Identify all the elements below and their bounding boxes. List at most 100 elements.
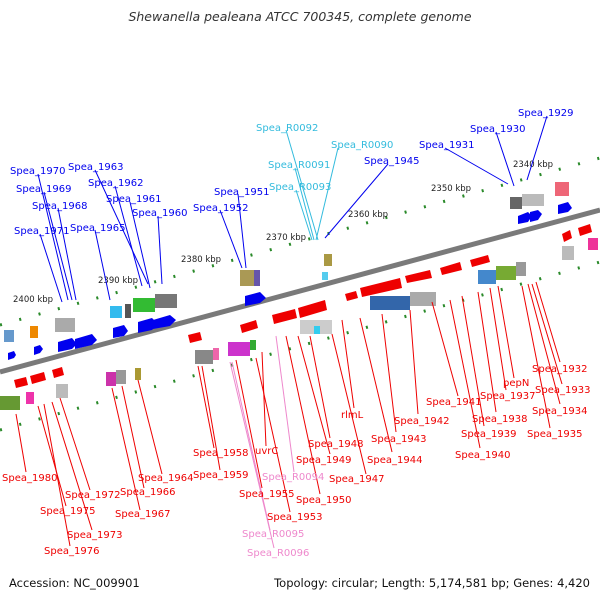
gene-label: Spea_1959 [193,470,248,481]
feature-block [228,342,250,356]
feature-blocks [0,182,598,410]
feature-block [110,306,122,318]
gene-label: Spea_1941 [426,397,481,408]
gene-label: Spea_1963 [68,162,123,173]
gene-label: Spea_1937 [480,391,535,402]
feature-block [4,330,14,342]
scale-label: 2350 kbp [431,184,471,194]
gene-arrow [245,292,266,306]
gene-arrow [530,210,542,222]
feature-block [135,368,141,380]
feature-block [254,270,260,286]
gene-label: Spea_1935 [527,429,582,440]
gene-label: Spea_1973 [67,530,122,541]
gene-label: Spea_1944 [367,455,422,466]
scale-label: 2360 kbp [348,210,388,220]
gene-label: Spea_1961 [106,194,161,205]
gene-arrow [578,224,592,236]
gene-label: Spea_1948 [308,439,363,450]
gene-arrow [360,278,402,297]
gene-arrow [30,372,46,384]
gene-label: Spea_1932 [532,364,587,375]
feature-block [522,194,544,206]
scale-label: 2400 kbp [13,295,53,305]
gene-arrow [34,345,43,355]
feature-block [478,270,496,284]
gene-label: Spea_1969 [16,184,71,195]
scale-label: 2390 kbp [98,276,138,286]
gene-arrow [345,291,358,301]
gene-arrow [240,320,258,333]
feature-block [116,370,126,384]
gene-arrow [298,300,327,318]
feature-block [510,197,522,209]
gene-label: Spea_1938 [472,414,527,425]
feature-block [250,340,256,350]
feature-block [195,350,213,364]
feature-block [240,270,254,286]
feature-block [370,296,410,310]
feature-block [562,246,574,260]
gene-arrow [470,255,490,267]
feature-block [410,292,436,306]
feature-block [322,272,328,280]
feature-block [26,392,34,404]
gene-label: Spea_1933 [535,385,590,396]
gene-arrow [518,212,532,224]
feature-block [213,348,219,360]
feature-block [133,298,155,312]
gene-label: Spea_1947 [329,474,384,485]
gene-label: Spea_R0091 [268,160,330,171]
feature-block [30,326,38,338]
feature-block [106,372,116,386]
gene-label: pepN [503,378,529,389]
scale-label: 2380 kbp [181,255,221,265]
gene-label: Spea_1971 [14,226,69,237]
gene-label: Spea_1975 [40,506,95,517]
gene-label: Spea_1965 [70,223,125,234]
map-title: Shewanella pealeana ATCC 700345, complet… [128,9,472,24]
gene-label: Spea_1930 [470,124,525,135]
accession-text: Accession: NC_009901 [9,576,140,590]
gene-arrow [138,318,158,333]
feature-block [588,238,598,250]
gene-arrow [14,377,28,388]
gene-label: Spea_R0093 [269,182,331,193]
gene-label: Spea_1964 [138,473,193,484]
gene-label: rlmL [341,410,364,421]
feature-block [56,384,68,398]
gene-label: Spea_1931 [419,140,474,151]
gene-arrow [562,230,572,242]
gene-label: uvrC [255,446,278,457]
reverse-genes [14,224,592,388]
gene-label: Spea_1960 [132,208,187,219]
gene-arrow [75,334,97,349]
gene-arrow [405,270,432,283]
gene-label: Spea_1943 [371,434,426,445]
gene-arrow [113,325,128,338]
gene-label: Spea_1962 [88,178,143,189]
feature-block [125,304,131,318]
gene-arrow [188,332,202,343]
top-gene-labels: Spea_1929 Spea_1930 Spea_1931 Spea_R0092… [10,108,573,237]
feature-block [314,326,320,334]
gene-label: Spea_R0095 [242,529,304,540]
feature-block [516,262,526,276]
feature-block [155,294,177,308]
gene-arrow [272,309,297,324]
gene-label: Spea_1939 [461,429,516,440]
gene-label: Spea_1945 [364,156,419,167]
feature-block [496,266,516,280]
gene-label: Spea_1934 [532,406,587,417]
top-leader-lines [37,115,548,303]
gene-label: Spea_1952 [193,203,248,214]
gene-label: Spea_1955 [239,489,294,500]
bottom-leader-lines [15,281,563,549]
gene-arrow [558,202,572,214]
gene-label: Spea_1940 [455,450,510,461]
gene-label: Spea_R0092 [256,123,318,134]
gene-arrow [440,262,462,275]
gene-label: Spea_1958 [193,448,248,459]
bottom-gene-labels: Spea_1932 Spea_1933 Spea_1934 Spea_1935 … [2,364,590,559]
